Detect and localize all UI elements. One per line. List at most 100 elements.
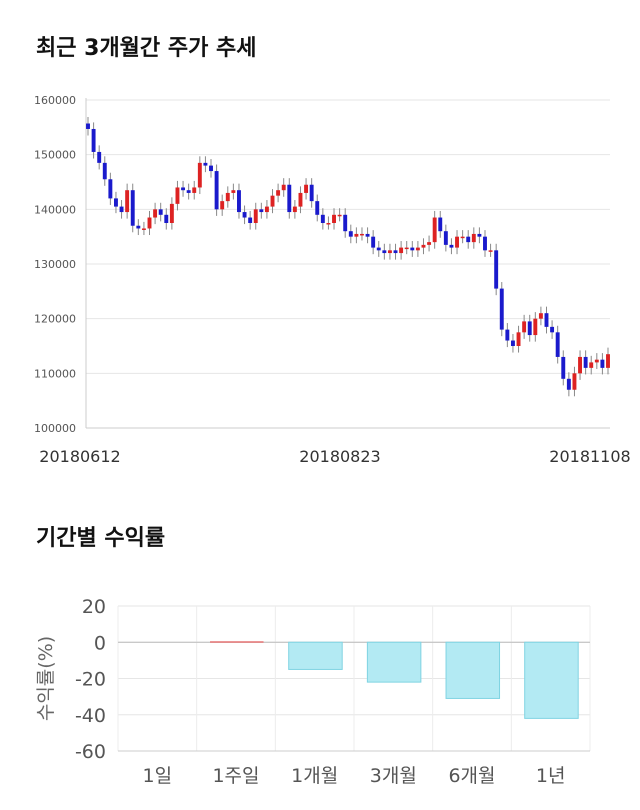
candle-body — [376, 247, 381, 251]
candle-body — [382, 250, 387, 254]
candle-body — [410, 247, 415, 251]
candle-body — [360, 233, 364, 236]
returns-x-tick-label: 1개월 — [291, 765, 338, 787]
candle-body — [606, 354, 610, 368]
candle-body — [466, 236, 471, 243]
candle-body — [141, 228, 146, 230]
candle-body — [455, 236, 459, 248]
returns-bar — [210, 641, 264, 643]
candle-body — [510, 340, 515, 346]
price-y-tick-label: 130000 — [34, 258, 76, 271]
candle-body — [522, 321, 527, 333]
candle-body — [354, 233, 359, 237]
returns-bar — [366, 641, 422, 683]
candle-body — [169, 203, 174, 223]
candle-body — [292, 206, 297, 213]
candle-body — [225, 192, 230, 202]
candle-body — [130, 190, 135, 226]
candle-body — [315, 201, 320, 215]
candle-body — [192, 187, 197, 193]
candle-body — [471, 233, 476, 243]
candle-body — [438, 217, 443, 232]
price-y-tick-label: 100000 — [34, 422, 76, 435]
returns-y-tick-label: 0 — [94, 632, 106, 654]
candle-body — [600, 359, 605, 368]
candle-body — [248, 217, 253, 223]
candle-body — [371, 236, 376, 248]
candle-body — [483, 236, 487, 251]
candle-body — [125, 190, 130, 213]
price-y-tick-label: 120000 — [34, 313, 76, 326]
candle-body — [259, 209, 264, 213]
returns-x-tick-label: 1주일 — [212, 765, 259, 787]
candle-body — [427, 242, 432, 245]
candle-body — [460, 236, 465, 239]
candle-body — [550, 326, 555, 333]
candle-body — [158, 209, 163, 215]
price-x-tick-label: 20180823 — [299, 447, 380, 466]
candle-body — [147, 217, 152, 229]
returns-y-tick-label: 20 — [82, 596, 106, 618]
candle-body — [197, 162, 202, 188]
candle-body — [203, 162, 208, 166]
returns-x-tick-label: 1일 — [143, 765, 173, 787]
candle-body — [387, 250, 392, 254]
candle-body — [555, 332, 560, 357]
candle-body — [572, 373, 577, 390]
returns-bar — [445, 641, 501, 699]
price-y-tick-label: 160000 — [34, 94, 76, 107]
candle-body — [494, 250, 499, 289]
candle-body — [242, 212, 247, 218]
candle-body — [477, 233, 482, 237]
price-x-tick-label: 20181108 — [549, 447, 630, 466]
candle-body — [561, 356, 566, 379]
candle-body — [253, 209, 258, 223]
candle-body — [220, 201, 225, 210]
candle-body — [97, 151, 102, 163]
candle-body — [153, 209, 158, 218]
candle-body — [527, 321, 532, 336]
candle-body — [594, 359, 599, 363]
returns-chart: 20 0 -20 -40 -60 1일 1주일 1개월 3개월 6개월 1년 수익률(%) — [35, 596, 591, 787]
candle-body — [276, 190, 281, 196]
candle-body — [337, 214, 342, 217]
candle-body — [326, 223, 331, 225]
candle-body — [393, 250, 398, 254]
candle-body — [578, 356, 582, 374]
returns-x-tick-label: 1년 — [536, 765, 566, 787]
candle-body — [404, 247, 409, 250]
returns-chart-title: 기간별 수익률 — [36, 526, 166, 551]
candle-body — [237, 190, 241, 213]
returns-x-tick-label: 6개월 — [448, 765, 495, 787]
candle-body — [304, 184, 309, 193]
candle-body — [499, 288, 504, 330]
candle-body — [516, 332, 521, 346]
returns-y-axis-label: 수익률(%) — [35, 636, 57, 721]
candle-body — [114, 198, 118, 207]
candle-body — [281, 184, 286, 191]
price-chart: 100000 110000 120000 130000 140000 150000 1600… — [34, 94, 631, 466]
returns-y-tick-label: -40 — [75, 705, 106, 727]
candle-body — [449, 244, 454, 248]
candle-body — [287, 184, 292, 213]
candle-body — [533, 318, 538, 336]
candle-body — [399, 247, 404, 254]
candle-body — [343, 214, 348, 232]
price-y-tick-label: 140000 — [34, 203, 76, 216]
candle-body — [175, 187, 180, 204]
candle-body — [538, 313, 543, 319]
candle-body — [432, 217, 437, 243]
candle-body — [566, 378, 571, 390]
candle-body — [348, 231, 353, 237]
candle-body — [589, 362, 594, 368]
candle-body — [264, 206, 269, 213]
candle-body — [209, 165, 213, 172]
price-x-tick-label: 20180612 — [39, 447, 120, 466]
candle-body — [365, 233, 370, 237]
candle-body — [270, 195, 275, 207]
returns-y-tick-label: -60 — [75, 741, 106, 763]
candle-body — [181, 187, 186, 191]
candle-body — [136, 225, 141, 229]
candle-body — [421, 244, 426, 248]
candle-body — [214, 171, 219, 210]
